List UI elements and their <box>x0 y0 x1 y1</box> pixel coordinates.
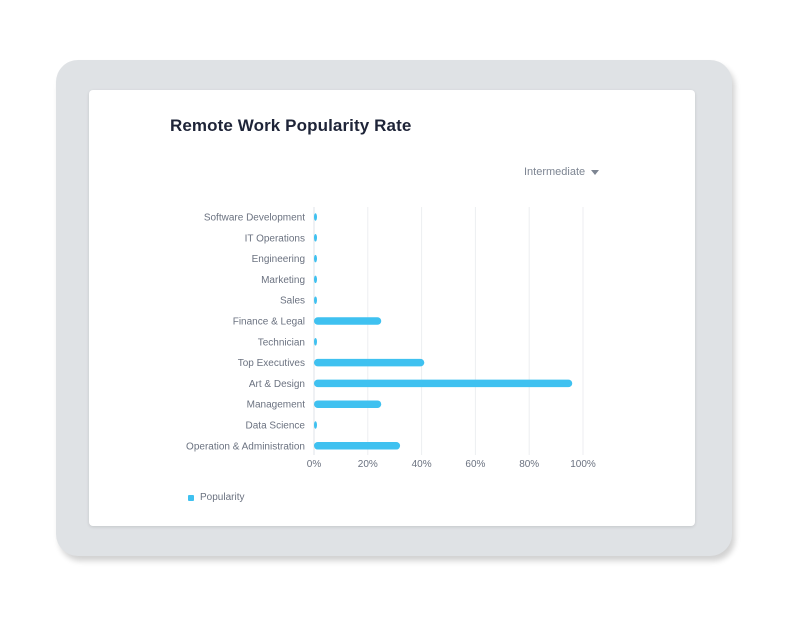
legend: Popularity <box>188 492 244 503</box>
grid-lines <box>313 207 584 455</box>
bar[interactable] <box>314 442 401 450</box>
category-label: Engineering <box>252 254 305 265</box>
bars <box>314 213 573 450</box>
x-tick-label: 40% <box>412 459 432 470</box>
x-tick-label: 100% <box>570 459 596 470</box>
level-filter-dropdown[interactable]: Intermediate <box>524 166 600 178</box>
bar[interactable] <box>314 234 317 242</box>
chart-card <box>89 90 695 526</box>
bar[interactable] <box>314 421 317 429</box>
category-label: IT Operations <box>245 233 305 244</box>
bar[interactable] <box>314 213 317 221</box>
legend-swatch <box>188 494 194 501</box>
category-label: Art & Design <box>249 379 305 390</box>
bar[interactable] <box>314 296 317 304</box>
category-label: Operation & Administration <box>186 441 305 452</box>
category-label: Sales <box>280 296 305 307</box>
x-tick-label: 0% <box>307 459 322 470</box>
bar[interactable] <box>314 254 317 263</box>
legend-label: Popularity <box>200 492 245 503</box>
bar[interactable] <box>314 358 425 367</box>
x-tick-label: 80% <box>519 459 539 470</box>
x-tick-label: 60% <box>465 459 485 470</box>
bar[interactable] <box>314 379 573 388</box>
category-labels: Software Development IT Operations Enginee… <box>186 213 305 453</box>
x-axis-ticks: 0% 20% 40% 60% 80% 100% <box>307 459 596 470</box>
chart-title: Remote Work Popularity Rate <box>170 116 412 135</box>
bar[interactable] <box>314 275 317 284</box>
x-tick-label: 20% <box>358 459 378 470</box>
category-label: Software Development <box>204 213 305 224</box>
category-label: Technician <box>258 337 305 348</box>
category-label: Marketing <box>261 275 305 286</box>
level-filter-label: Intermediate <box>524 166 586 178</box>
bar[interactable] <box>314 338 317 346</box>
category-label: Top Executives <box>238 358 305 369</box>
bar[interactable] <box>314 317 382 325</box>
category-label: Data Science <box>246 421 306 432</box>
category-label: Finance & Legal <box>233 317 305 328</box>
category-label: Management <box>247 400 306 411</box>
bar[interactable] <box>314 400 382 408</box>
caret-down-icon <box>591 169 600 175</box>
